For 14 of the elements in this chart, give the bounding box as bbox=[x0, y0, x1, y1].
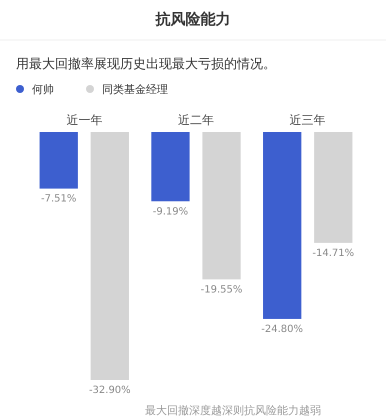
chart-subtitle: 用最大回撤率展现历史出现最大亏损的情况。 bbox=[16, 56, 276, 72]
legend-label: 同类基金经理 bbox=[102, 83, 168, 96]
data-label: -19.55% bbox=[200, 284, 242, 296]
data-label: -32.90% bbox=[88, 385, 131, 396]
legend-label: 何帅 bbox=[32, 83, 54, 96]
chart-title: 抗风险能力 bbox=[154, 10, 230, 28]
data-label: -14.71% bbox=[312, 248, 354, 259]
x-tick-label: 近三年 bbox=[290, 113, 326, 127]
x-tick-label: 近一年 bbox=[66, 113, 102, 127]
data-label: -9.19% bbox=[152, 206, 188, 218]
text: 最大回撤深度越深则抗风险能力越弱 bbox=[145, 404, 321, 417]
data-label: -24.80% bbox=[261, 324, 304, 335]
x-tick-label: 近二年 bbox=[178, 113, 214, 127]
data-label: -7.51% bbox=[41, 194, 76, 205]
